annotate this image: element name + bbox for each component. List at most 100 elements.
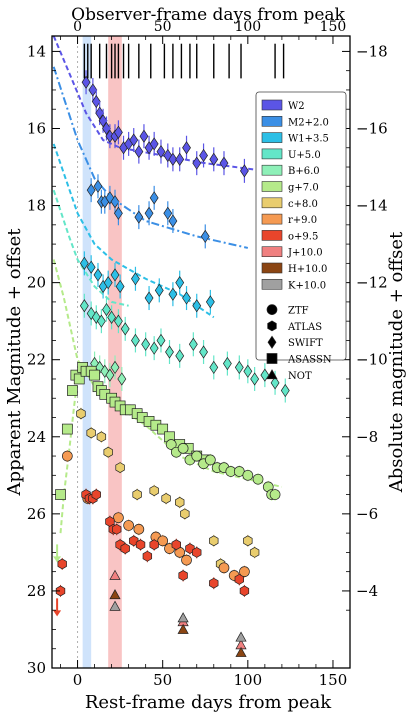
data-point <box>188 337 198 351</box>
y2-tick-label: −8 <box>356 428 378 446</box>
data-point <box>86 260 96 274</box>
data-point <box>168 214 178 228</box>
data-point <box>86 427 96 439</box>
legend-label: ASASSN <box>287 355 332 366</box>
data-point <box>165 345 174 359</box>
data-point <box>205 295 215 309</box>
data-point <box>117 372 127 386</box>
data-point <box>200 229 210 244</box>
data-point <box>250 372 260 386</box>
legend-label: K+10.0 <box>288 280 326 291</box>
data-point <box>57 558 67 570</box>
data-point <box>242 469 254 481</box>
y-tick-label: 20 <box>27 274 46 292</box>
legend: W2 M2+2.0 W1+3.5 U+5.0 B+6.0 g+7.0 c+8.0 r+9.0 o… <box>255 91 347 382</box>
data-point <box>156 333 166 348</box>
data-point <box>61 450 73 462</box>
data-point <box>149 191 159 205</box>
data-point <box>165 439 177 450</box>
data-point <box>134 144 144 159</box>
legend-label: r+9.0 <box>288 215 317 226</box>
data-point <box>182 291 191 305</box>
legend-marker <box>267 320 277 332</box>
y2-tick-label: −16 <box>356 119 388 137</box>
y-tick-label: 24 <box>27 428 46 446</box>
data-point <box>103 446 113 458</box>
data-point <box>113 125 123 139</box>
data-point <box>192 546 202 558</box>
data-point <box>175 349 185 363</box>
data-point <box>113 206 123 220</box>
data-point <box>103 276 113 290</box>
data-point <box>102 302 111 317</box>
data-point <box>209 577 219 589</box>
data-point <box>102 121 111 136</box>
legend-marker <box>267 335 277 349</box>
data-point <box>73 373 85 385</box>
x-tick-label: 100 <box>234 671 263 689</box>
data-point <box>243 364 253 378</box>
data-point <box>96 431 107 443</box>
data-point <box>88 83 98 97</box>
data-point <box>181 554 192 566</box>
data-point <box>115 462 125 474</box>
data-point <box>177 612 189 623</box>
data-point <box>135 539 146 551</box>
data-point <box>168 287 178 301</box>
legend-swatch <box>261 246 283 257</box>
y-tick-label: 14 <box>27 42 46 60</box>
data-point <box>191 450 203 462</box>
data-point <box>110 360 120 375</box>
y2-tick-label: −12 <box>356 274 388 292</box>
legend-label: SWIFT <box>288 338 323 349</box>
legend-label: W1+3.5 <box>288 134 329 145</box>
data-point <box>149 485 159 497</box>
legend-swatch <box>261 262 283 274</box>
x-tick-label: 150 <box>319 671 348 689</box>
fit-line <box>52 35 265 172</box>
data-point <box>149 137 159 151</box>
data-point <box>89 369 100 381</box>
data-point <box>55 585 66 597</box>
data-point <box>269 489 281 500</box>
data-point <box>175 152 185 166</box>
data-point <box>205 454 216 466</box>
data-point <box>177 442 189 454</box>
y2-tick-label: −18 <box>356 42 388 60</box>
data-point <box>132 489 142 500</box>
data-point <box>175 496 185 508</box>
x-axis-label: Rest-frame days from peak <box>85 692 332 713</box>
y-axis-label: Apparent Magnitude + offset <box>4 228 25 497</box>
y-tick-label: 28 <box>27 582 46 600</box>
data-point <box>280 383 290 398</box>
data-point <box>209 535 219 547</box>
data-point <box>149 341 159 355</box>
data-point <box>154 283 164 297</box>
legend-swatch <box>261 230 283 241</box>
data-point <box>133 523 145 535</box>
legend-marker <box>266 369 278 380</box>
data-point <box>110 268 120 282</box>
legend-swatch <box>261 164 283 176</box>
data-point <box>199 148 208 163</box>
data-point <box>95 106 105 120</box>
data-point <box>115 279 125 294</box>
legend-marker <box>266 304 278 315</box>
x2-tick-label: 150 <box>320 19 347 35</box>
legend-label: c+8.0 <box>288 199 318 210</box>
data-point <box>219 156 229 170</box>
y-tick-label: 16 <box>27 119 46 137</box>
data-point <box>142 550 153 562</box>
plot-frame <box>51 35 351 669</box>
data-point <box>175 276 185 290</box>
data-point <box>180 508 190 520</box>
x2-tick-label: 0 <box>73 19 82 35</box>
data-point <box>91 489 101 500</box>
y-tick-label: 22 <box>27 351 46 369</box>
data-point <box>239 566 250 578</box>
legend-label: ATLAS <box>287 322 322 333</box>
data-point <box>235 646 247 657</box>
data-point <box>81 75 91 89</box>
y2-tick-label: −14 <box>356 197 388 215</box>
data-point <box>131 272 140 286</box>
